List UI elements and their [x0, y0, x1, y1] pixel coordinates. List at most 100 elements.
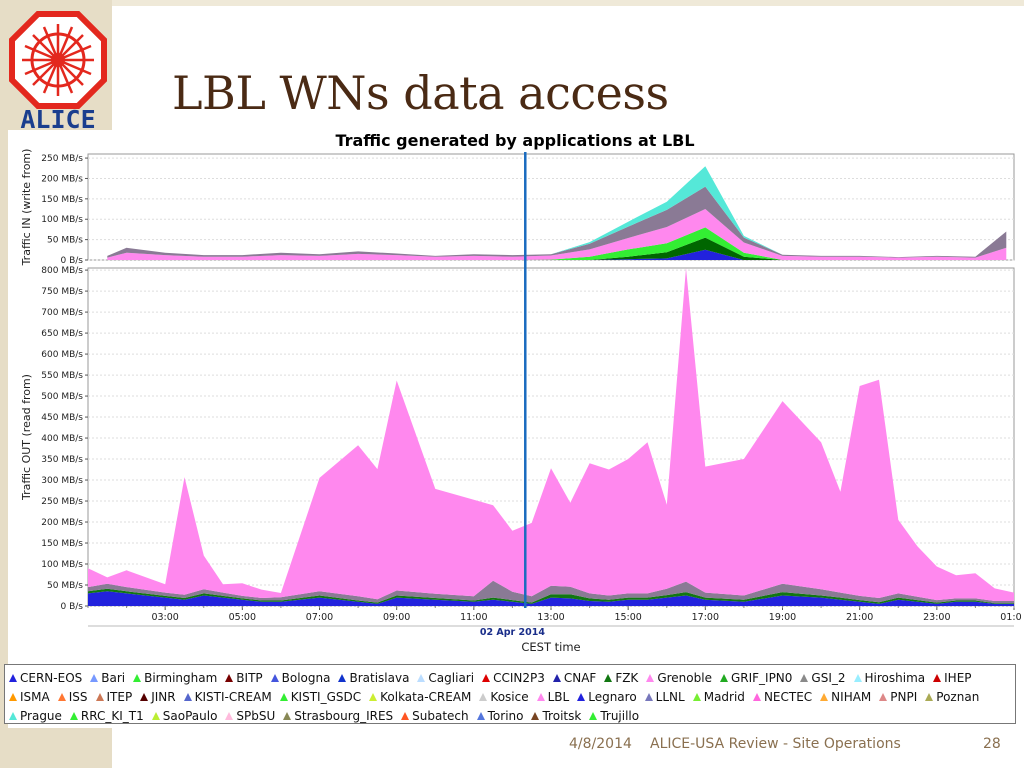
- legend-label: Bari: [101, 670, 126, 685]
- y-tick-label: 200 MB/s: [41, 174, 83, 184]
- slide-title: LBL WNs data access: [172, 66, 669, 120]
- legend-item: ISS: [57, 687, 88, 706]
- x-tick-label: 21:00: [846, 612, 873, 623]
- y-tick-label: 0 B/s: [61, 256, 84, 266]
- y-tick-label: 650 MB/s: [41, 329, 83, 339]
- legend-item: RRC_KI_T1: [69, 706, 144, 725]
- legend-swatch: [552, 673, 561, 682]
- legend-label: NIHAM: [831, 689, 872, 704]
- legend-label: Torino: [487, 708, 524, 723]
- legend-item: Cagliari: [417, 668, 474, 687]
- top-band: [112, 0, 1024, 6]
- legend-item: Bologna: [270, 668, 331, 687]
- legend-item: Bari: [90, 668, 125, 687]
- legend-item: KISTI_GSDC: [279, 687, 361, 706]
- legend-swatch: [577, 692, 586, 701]
- x-tick-label: 09:00: [383, 612, 410, 623]
- legend-label: Prague: [20, 708, 62, 723]
- legend-label: PNPI: [890, 689, 918, 704]
- legend-item: Kosice: [479, 687, 529, 706]
- legend-label: Cagliari: [428, 670, 475, 685]
- legend-swatch: [644, 692, 653, 701]
- page-number: 28: [983, 736, 1001, 752]
- x-tick-label: 11:00: [460, 612, 487, 623]
- legend-label: GRIF_IPN0: [730, 670, 793, 685]
- legend-label: ISS: [68, 689, 88, 704]
- x-tick-label: 19:00: [769, 612, 796, 623]
- legend-item: CERN-EOS: [9, 668, 82, 687]
- y-tick-label: 700 MB/s: [41, 308, 83, 318]
- legend-label: GSI_2: [811, 670, 846, 685]
- y-tick-label: 600 MB/s: [41, 350, 83, 360]
- legend-label: SaoPaulo: [162, 708, 218, 723]
- legend-label: IHEP: [944, 670, 972, 685]
- traffic-chart: Traffic generated by applications at LBL…: [8, 130, 1022, 728]
- legend-label: CNAF: [563, 670, 597, 685]
- legend-item: LBL: [536, 687, 570, 706]
- legend-swatch: [879, 692, 888, 701]
- legend-item: NIHAM: [820, 687, 871, 706]
- legend-item: Poznan: [925, 687, 979, 706]
- legend-label: KISTI-CREAM: [194, 689, 272, 704]
- y-tick-label: 350 MB/s: [41, 455, 83, 465]
- legend-item: CCIN2P3: [482, 668, 545, 687]
- legend-label: Kolkata-CREAM: [380, 689, 472, 704]
- x-tick-label: 13:00: [537, 612, 564, 623]
- legend-swatch: [417, 673, 426, 682]
- y-tick-label: 200 MB/s: [41, 518, 83, 528]
- plot-area-in: [87, 153, 1015, 261]
- legend-label: Birmingham: [144, 670, 218, 685]
- legend-label: Troitsk: [542, 708, 582, 723]
- footer-date: 4/8/2014: [569, 736, 632, 752]
- y-axis-label-in: Traffic IN (write from): [20, 149, 33, 267]
- legend-label: Bologna: [281, 670, 331, 685]
- legend-label: Poznan: [936, 689, 980, 704]
- legend-item: Legnaro: [577, 687, 637, 706]
- panel-in: 0 B/s 50 MB/s 100 MB/s 150 MB/s 200 MB/s 250 …: [20, 149, 1015, 267]
- x-tick-label: 01:00: [1000, 612, 1022, 623]
- legend-label: CCIN2P3: [493, 670, 545, 685]
- y-tick-label: 450 MB/s: [41, 413, 83, 423]
- legend-label: RRC_KI_T1: [80, 708, 144, 723]
- legend-item: Kolkata-CREAM: [369, 687, 471, 706]
- legend-item: KISTI-CREAM: [183, 687, 272, 706]
- legend-label: LBL: [547, 689, 570, 704]
- area-out-lbl: [88, 268, 1014, 601]
- legend-label: JINR: [151, 689, 176, 704]
- y-tick-label: 250 MB/s: [41, 497, 83, 507]
- legend-item: Bratislava: [338, 668, 409, 687]
- legend-swatch: [800, 673, 809, 682]
- legend-swatch: [279, 692, 288, 701]
- legend-swatch: [140, 692, 149, 701]
- legend-swatch: [225, 673, 234, 682]
- legend-item: BITP: [225, 668, 263, 687]
- logo-text: ALICE: [20, 105, 95, 132]
- legend-swatch: [9, 673, 17, 682]
- legend-item: SaoPaulo: [151, 706, 218, 725]
- y-tick-label: 50 MB/s: [47, 236, 83, 246]
- legend-swatch: [752, 692, 761, 701]
- alice-logo: ALICE: [8, 10, 108, 134]
- date-label: 02 Apr 2014: [480, 627, 546, 638]
- y-tick-label: 50 MB/s: [47, 581, 83, 591]
- legend-swatch: [476, 711, 485, 720]
- panel-out: 0 B/s 50 MB/s 100 MB/s 150 MB/s 200 MB/s 250 …: [20, 266, 1015, 612]
- bottom-left-band: [0, 728, 112, 768]
- area-out-cern-eos: [88, 591, 1014, 606]
- legend-label: Subatech: [412, 708, 469, 723]
- legend-label: CERN-EOS: [20, 670, 83, 685]
- area-out-fzk: [88, 588, 1014, 604]
- legend-label: SPbSU: [236, 708, 276, 723]
- legend-item: Madrid: [692, 687, 745, 706]
- legend-swatch: [401, 711, 410, 720]
- legend-item: GRIF_IPN0: [719, 668, 793, 687]
- legend-item: ITEP: [95, 687, 132, 706]
- legend-swatch: [90, 673, 99, 682]
- footer-text: ALICE-USA Review - Site Operations: [650, 736, 901, 752]
- x-tick-label: 23:00: [923, 612, 950, 623]
- legend-item: FZK: [604, 668, 638, 687]
- legend-swatch: [133, 673, 142, 682]
- x-tick-label: 15:00: [614, 612, 641, 623]
- y-tick-label: 500 MB/s: [41, 392, 83, 402]
- x-axis-label: CEST time: [521, 640, 580, 654]
